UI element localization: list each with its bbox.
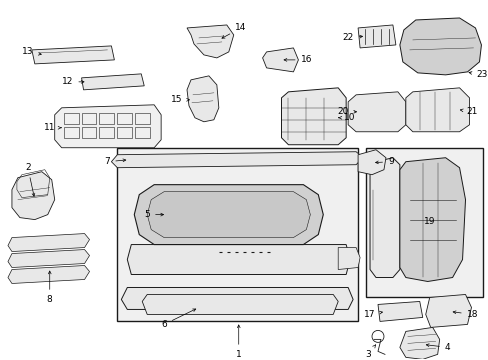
Text: 18: 18 bbox=[452, 310, 477, 319]
Polygon shape bbox=[32, 46, 114, 64]
Polygon shape bbox=[111, 152, 362, 168]
Text: 14: 14 bbox=[222, 23, 246, 38]
Bar bbox=[99, 127, 114, 138]
Polygon shape bbox=[8, 234, 89, 252]
Text: 4: 4 bbox=[426, 343, 449, 352]
Polygon shape bbox=[405, 88, 468, 132]
Text: 12: 12 bbox=[62, 77, 84, 86]
Polygon shape bbox=[127, 244, 349, 275]
Polygon shape bbox=[12, 172, 55, 220]
Polygon shape bbox=[399, 18, 481, 75]
Polygon shape bbox=[142, 294, 338, 314]
Text: 5: 5 bbox=[144, 210, 163, 219]
Polygon shape bbox=[121, 288, 352, 310]
Polygon shape bbox=[357, 150, 385, 175]
Bar bbox=[63, 127, 79, 138]
Polygon shape bbox=[186, 25, 233, 58]
Text: 13: 13 bbox=[22, 48, 41, 57]
Bar bbox=[135, 113, 150, 124]
Polygon shape bbox=[347, 92, 405, 132]
Polygon shape bbox=[338, 248, 359, 270]
Text: 3: 3 bbox=[365, 345, 375, 359]
Polygon shape bbox=[369, 158, 399, 278]
Bar bbox=[117, 148, 357, 321]
Polygon shape bbox=[357, 25, 395, 48]
Text: 8: 8 bbox=[47, 271, 53, 304]
Text: 9: 9 bbox=[375, 157, 393, 166]
Polygon shape bbox=[147, 192, 310, 238]
Text: 16: 16 bbox=[284, 55, 311, 64]
Text: 22: 22 bbox=[342, 33, 362, 42]
Text: 20: 20 bbox=[337, 107, 356, 116]
Polygon shape bbox=[262, 48, 298, 72]
Polygon shape bbox=[81, 74, 144, 90]
Text: 10: 10 bbox=[338, 113, 355, 122]
Polygon shape bbox=[281, 88, 346, 145]
Text: 15: 15 bbox=[171, 95, 189, 104]
Bar bbox=[63, 113, 79, 124]
Bar bbox=[99, 113, 114, 124]
Bar bbox=[117, 127, 132, 138]
Bar bbox=[81, 127, 96, 138]
Bar bbox=[117, 113, 132, 124]
Bar bbox=[81, 113, 96, 124]
Polygon shape bbox=[377, 301, 422, 321]
Text: 19: 19 bbox=[423, 217, 435, 226]
Text: 11: 11 bbox=[44, 123, 61, 132]
Text: 6: 6 bbox=[161, 309, 195, 329]
Polygon shape bbox=[399, 158, 465, 282]
Text: 2: 2 bbox=[25, 163, 35, 196]
Polygon shape bbox=[55, 105, 161, 148]
Bar bbox=[366, 148, 483, 297]
Text: 21: 21 bbox=[459, 107, 477, 116]
Polygon shape bbox=[134, 185, 323, 244]
Bar bbox=[135, 127, 150, 138]
Text: 17: 17 bbox=[364, 310, 382, 319]
Polygon shape bbox=[8, 266, 89, 283]
Text: 1: 1 bbox=[235, 325, 241, 359]
Polygon shape bbox=[399, 327, 439, 359]
Text: 7: 7 bbox=[104, 157, 125, 166]
Polygon shape bbox=[186, 76, 219, 122]
Polygon shape bbox=[8, 249, 89, 267]
Polygon shape bbox=[425, 294, 470, 327]
Text: 23: 23 bbox=[468, 70, 487, 79]
